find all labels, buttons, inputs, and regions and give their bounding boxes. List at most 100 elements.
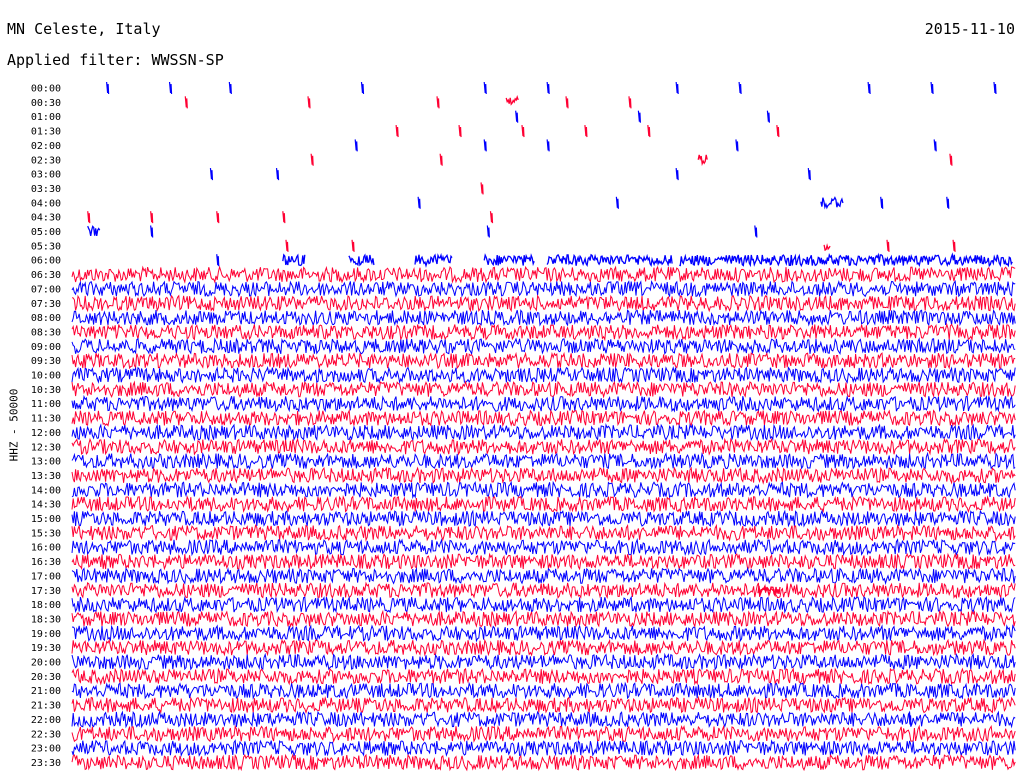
seismic-event: [546, 253, 673, 268]
seismic-trace: [71, 265, 1016, 284]
seismic-event: [354, 139, 358, 152]
seismic-trace: [71, 695, 1016, 714]
seismic-event: [414, 252, 453, 268]
seismic-trace: [71, 724, 1016, 744]
seismic-trace: [71, 509, 1016, 528]
seismic-event: [480, 182, 484, 195]
row-time-label: 23:00: [31, 744, 61, 755]
seismic-trace: [71, 523, 1016, 543]
seismic-event: [933, 139, 937, 152]
seismic-event: [886, 239, 890, 252]
seismic-trace: [71, 408, 1016, 428]
seismic-event: [489, 211, 494, 224]
seismic-trace: [71, 480, 1016, 500]
row-time-label: 08:30: [31, 327, 61, 338]
seismic-event: [946, 196, 950, 209]
seismic-event: [351, 239, 355, 252]
row-time-label: 15:30: [31, 528, 61, 539]
seismic-trace: [71, 366, 1016, 384]
row-time-label: 02:00: [31, 141, 61, 152]
seismic-event: [993, 81, 997, 95]
row-time-label: 02:30: [31, 155, 61, 166]
seismic-trace: [71, 322, 1016, 342]
seismic-event: [776, 124, 780, 138]
seismic-event: [216, 211, 220, 224]
seismic-trace: [71, 652, 1016, 671]
seismic-event: [307, 96, 311, 109]
seismic-event: [584, 124, 588, 138]
seismic-trace: [71, 667, 1016, 686]
seismic-trace: [71, 638, 1016, 657]
row-time-label: 04:30: [31, 213, 61, 224]
row-time-label: 21:30: [31, 701, 61, 712]
seismic-trace: [71, 710, 1016, 729]
seismic-trace: [71, 451, 1016, 470]
seismic-event: [150, 211, 154, 224]
seismic-event: [483, 253, 535, 267]
row-time-label: 18:30: [31, 614, 61, 625]
seismic-event: [697, 154, 708, 167]
seismic-trace: [71, 495, 1016, 514]
seismic-trace: [71, 351, 1016, 370]
seismic-trace: [71, 423, 1016, 442]
seismic-event: [807, 168, 811, 181]
row-time-label: 15:00: [31, 514, 61, 525]
seismic-event: [168, 81, 173, 95]
row-time-label: 12:00: [31, 428, 61, 439]
seismic-trace: [71, 739, 1016, 758]
seismic-trace: [71, 753, 1016, 772]
seismic-event: [820, 196, 844, 210]
row-time-label: 19:30: [31, 643, 61, 654]
seismic-trace: [71, 309, 1016, 327]
row-time-label: 13:00: [31, 457, 61, 468]
seismic-event: [282, 253, 306, 267]
seismic-event: [505, 94, 519, 106]
seismic-event: [282, 211, 286, 224]
seismic-trace: [71, 581, 1016, 600]
seismic-event: [285, 239, 289, 252]
row-time-label: 21:00: [31, 686, 61, 697]
seismic-event: [930, 81, 934, 95]
seismic-event: [417, 196, 421, 209]
seismic-event: [360, 81, 365, 95]
row-time-label: 23:30: [31, 758, 61, 769]
date-label: 2015-11-10: [924, 20, 1015, 38]
seismic-event: [87, 225, 101, 237]
seismic-trace: [71, 337, 1016, 356]
seismic-event: [952, 239, 956, 252]
row-time-label: 14:00: [31, 485, 61, 496]
seismic-trace: [71, 624, 1016, 643]
seismic-event: [908, 713, 912, 726]
seismic-trace: [71, 466, 1016, 485]
row-time-label: 03:30: [31, 184, 61, 195]
row-time-label: 08:00: [31, 313, 61, 324]
row-time-label: 06:00: [31, 256, 61, 267]
row-time-label: 11:00: [31, 399, 61, 410]
seismic-trace: [71, 595, 1016, 614]
seismic-event: [546, 81, 550, 95]
row-time-label: 00:30: [31, 98, 61, 109]
seismic-trace: [71, 437, 1016, 456]
row-time-label: 17:30: [31, 586, 61, 597]
seismic-event: [675, 168, 679, 181]
seismic-event: [647, 124, 651, 138]
row-time-label: 03:00: [31, 170, 61, 181]
seismic-event: [546, 139, 550, 152]
seismic-trace: [71, 380, 1016, 399]
seismic-event: [521, 124, 525, 138]
row-time-label: 09:00: [31, 342, 61, 353]
seismic-event: [565, 96, 569, 109]
seismic-event: [228, 81, 232, 95]
seismic-trace: [71, 394, 1016, 413]
seismic-event: [483, 81, 487, 95]
seismic-event: [754, 225, 758, 238]
filter-label: Applied filter: WWSSN-SP: [7, 51, 224, 69]
seismic-event: [436, 96, 440, 109]
seismic-event: [515, 110, 519, 123]
seismic-trace: [71, 609, 1016, 629]
seismic-event: [675, 81, 679, 95]
row-time-label: 22:30: [31, 729, 61, 740]
row-time-label: 11:30: [31, 414, 61, 425]
